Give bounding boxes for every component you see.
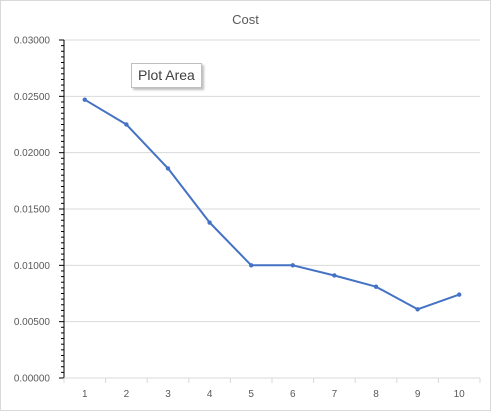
y-tick-label-5: 0.02500 bbox=[14, 92, 51, 103]
x-tick-label-3: 3 bbox=[165, 389, 171, 400]
x-tick-label-6: 6 bbox=[290, 389, 296, 400]
y-tick-label-4: 0.02000 bbox=[14, 148, 51, 159]
y-tick-label-1: 0.00500 bbox=[14, 317, 51, 328]
x-tick-label-4: 4 bbox=[207, 389, 213, 400]
data-point-9 bbox=[415, 307, 420, 312]
series-line-0 bbox=[83, 98, 461, 311]
y-tick-label-6: 0.03000 bbox=[14, 36, 51, 47]
data-point-5 bbox=[249, 263, 254, 268]
y-tick-label-0: 0.00000 bbox=[14, 374, 51, 385]
chart-title: Cost bbox=[232, 12, 259, 27]
data-point-6 bbox=[290, 263, 295, 268]
gridlines bbox=[64, 39, 480, 323]
data-point-2 bbox=[124, 122, 129, 127]
x-tick-label-7: 7 bbox=[332, 389, 338, 400]
data-point-8 bbox=[373, 284, 379, 289]
tick-labels: 0.00000 0.00500 0.01000 0.01500 0.02000 0.025… bbox=[14, 36, 465, 401]
y-tick-label-2: 0.01000 bbox=[14, 261, 51, 272]
x-tick-label-2: 2 bbox=[124, 389, 130, 400]
x-tick-label-9: 9 bbox=[415, 389, 421, 400]
series-layer bbox=[82, 97, 462, 312]
data-point-1 bbox=[82, 97, 88, 102]
axes bbox=[59, 39, 481, 383]
data-point-3 bbox=[165, 166, 171, 171]
y-tick-label-3: 0.01500 bbox=[14, 205, 51, 216]
x-tick-label-10: 10 bbox=[454, 389, 466, 400]
x-tick-label-5: 5 bbox=[248, 389, 254, 400]
data-point-4 bbox=[207, 220, 212, 225]
x-tick-label-8: 8 bbox=[373, 389, 379, 400]
data-point-7 bbox=[332, 273, 337, 278]
x-tick-label-1: 1 bbox=[82, 389, 88, 400]
data-point-10 bbox=[457, 292, 462, 297]
plot-area-tooltip: Plot Area bbox=[131, 63, 202, 88]
